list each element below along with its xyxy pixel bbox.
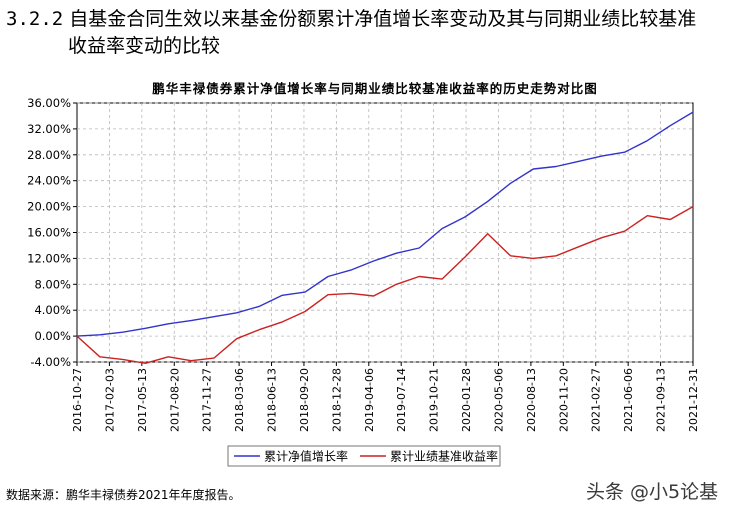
- x-tick-label: 2020-05-06: [492, 368, 505, 432]
- x-tick-label: 2021-06-06: [622, 368, 635, 432]
- y-tick-label: 28.00%: [27, 148, 71, 162]
- x-tick-label: 2020-01-28: [460, 368, 473, 432]
- y-tick-label: 4.00%: [34, 303, 71, 317]
- series-line-1: [76, 111, 694, 337]
- heading-line-1: 自基金合同生效以来基金份额累计净值增长率变动及其与同期业绩比较基准: [69, 8, 697, 30]
- x-tick-label: 2017-11-27: [201, 368, 214, 432]
- x-tick-label: 2019-04-06: [363, 368, 376, 432]
- x-tick-label: 2018-09-20: [298, 368, 311, 432]
- x-tick-label: 2018-12-28: [330, 368, 343, 432]
- section-heading: 3.2.2 自基金合同生效以来基金份额累计净值增长率变动及其与同期业绩比较基准 收…: [6, 6, 741, 60]
- y-tick-label: 16.00%: [27, 226, 71, 240]
- series-line-2: [76, 205, 694, 364]
- y-tick-label: 32.00%: [27, 122, 71, 136]
- y-tick-label: 8.00%: [34, 277, 71, 291]
- legend-label-1: 累计净值增长率: [264, 449, 348, 464]
- heading-line-2: 收益率变动的比较: [68, 35, 221, 57]
- y-tick-label: 0.00%: [34, 329, 71, 343]
- x-tick-label: 2021-12-31: [687, 368, 700, 432]
- line-chart: -4.00% 0.00% 4.00% 8.00% 12.00% 16.00% 20.00% 2…: [27, 96, 700, 467]
- x-tick-label: 2018-06-13: [266, 368, 279, 432]
- y-tick-label: 12.00%: [27, 251, 71, 265]
- x-tick-label: 2018-03-06: [233, 368, 246, 432]
- y-tick-label: -4.00%: [30, 355, 71, 369]
- x-tick-label: 2020-11-20: [557, 368, 570, 432]
- x-tick-label: 2019-07-14: [395, 368, 408, 432]
- y-tick-label: 36.00%: [27, 96, 71, 110]
- source-note: 数据来源：鹏华丰禄债券2021年年度报告。: [6, 488, 241, 502]
- x-tick-label: 2021-09-13: [655, 368, 668, 432]
- legend-label-2: 累计业绩基准收益率: [390, 449, 498, 464]
- x-tick-label: 2016-10-27: [71, 368, 84, 432]
- x-tick-label: 2021-02-27: [590, 368, 603, 432]
- chart-title: 鹏华丰禄债券累计净值增长率与同期业绩比较基准收益率的历史走势对比图: [152, 81, 598, 96]
- x-tick-label: 2017-08-20: [168, 368, 181, 432]
- x-tick-label: 2019-10-21: [428, 368, 441, 432]
- x-tick-label: 2017-05-13: [136, 368, 149, 432]
- x-tick-label: 2020-08-13: [525, 368, 538, 432]
- section-number: 3.2.2: [6, 8, 64, 30]
- x-tick-label: 2017-02-03: [103, 368, 116, 432]
- y-tick-label: 24.00%: [27, 174, 71, 188]
- watermark: 头条 @小5论基: [586, 481, 719, 503]
- y-tick-label: 20.00%: [27, 200, 71, 214]
